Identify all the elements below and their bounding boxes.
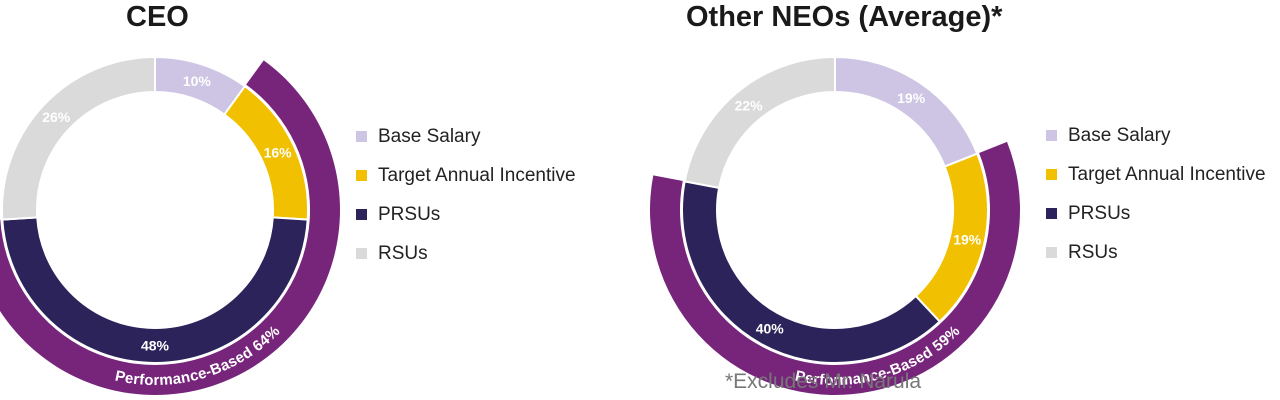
legend-label: PRSUs (1068, 202, 1131, 224)
other-neos-slice-rsus (683, 55, 836, 190)
other-neos-donut-chart: Performance-Based 59%19%19%40%22% (650, 55, 1020, 396)
ceo-label-base-salary: 10% (183, 73, 212, 89)
legend-label: Target Annual Incentive (378, 164, 576, 186)
legend-label: Base Salary (378, 125, 481, 147)
legend-swatch (1046, 247, 1057, 258)
other-neos-label-target-annual-incentive: 19% (953, 232, 982, 248)
legend-label: Base Salary (1068, 124, 1171, 146)
legend-label: RSUs (378, 242, 428, 264)
legend-label: Target Annual Incentive (1068, 163, 1266, 185)
other-neos-label-rsus: 22% (735, 98, 764, 114)
legend-swatch (356, 131, 367, 142)
legend-swatch (1046, 169, 1057, 180)
ceo-legend: Base Salary Target Annual Incentive PRSUs R… (356, 117, 576, 273)
legend-swatch (1046, 130, 1057, 141)
legend-item-target-annual-incentive: Target Annual Incentive (1046, 155, 1266, 194)
ceo-donut-chart: Performance-Based 64%10%16%48%26% (0, 55, 340, 395)
legend-item-prsus: PRSUs (356, 195, 576, 234)
legend-item-target-annual-incentive: Target Annual Incentive (356, 156, 576, 195)
legend-label: PRSUs (378, 203, 441, 225)
other-neos-legend: Base Salary Target Annual Incentive PRSUs R… (1046, 116, 1266, 272)
legend-item-rsus: RSUs (1046, 233, 1266, 272)
legend-item-base-salary: Base Salary (356, 117, 576, 156)
other-neos-slice-base-salary (834, 55, 979, 168)
legend-item-prsus: PRSUs (1046, 194, 1266, 233)
legend-item-base-salary: Base Salary (1046, 116, 1266, 155)
legend-swatch (356, 170, 367, 181)
legend-label: RSUs (1068, 241, 1118, 263)
other-neos-chart-title: Other NEOs (Average)* (686, 1, 1003, 33)
legend-swatch (1046, 208, 1057, 219)
footnote: *Excludes Mr. Narula (725, 370, 922, 393)
ceo-label-target-annual-incentive: 16% (264, 144, 293, 160)
other-neos-label-prsus: 40% (756, 321, 785, 337)
ceo-slice-rsus (1, 55, 156, 221)
ceo-chart-title: CEO (126, 1, 189, 33)
other-neos-label-base-salary: 19% (897, 90, 926, 106)
other-neos-slice-prsus (681, 180, 942, 364)
legend-swatch (356, 209, 367, 220)
legend-swatch (356, 248, 367, 259)
ceo-label-prsus: 48% (141, 338, 170, 354)
ceo-label-rsus: 26% (42, 109, 71, 125)
ceo-slice-prsus (1, 216, 309, 364)
legend-item-rsus: RSUs (356, 234, 576, 273)
